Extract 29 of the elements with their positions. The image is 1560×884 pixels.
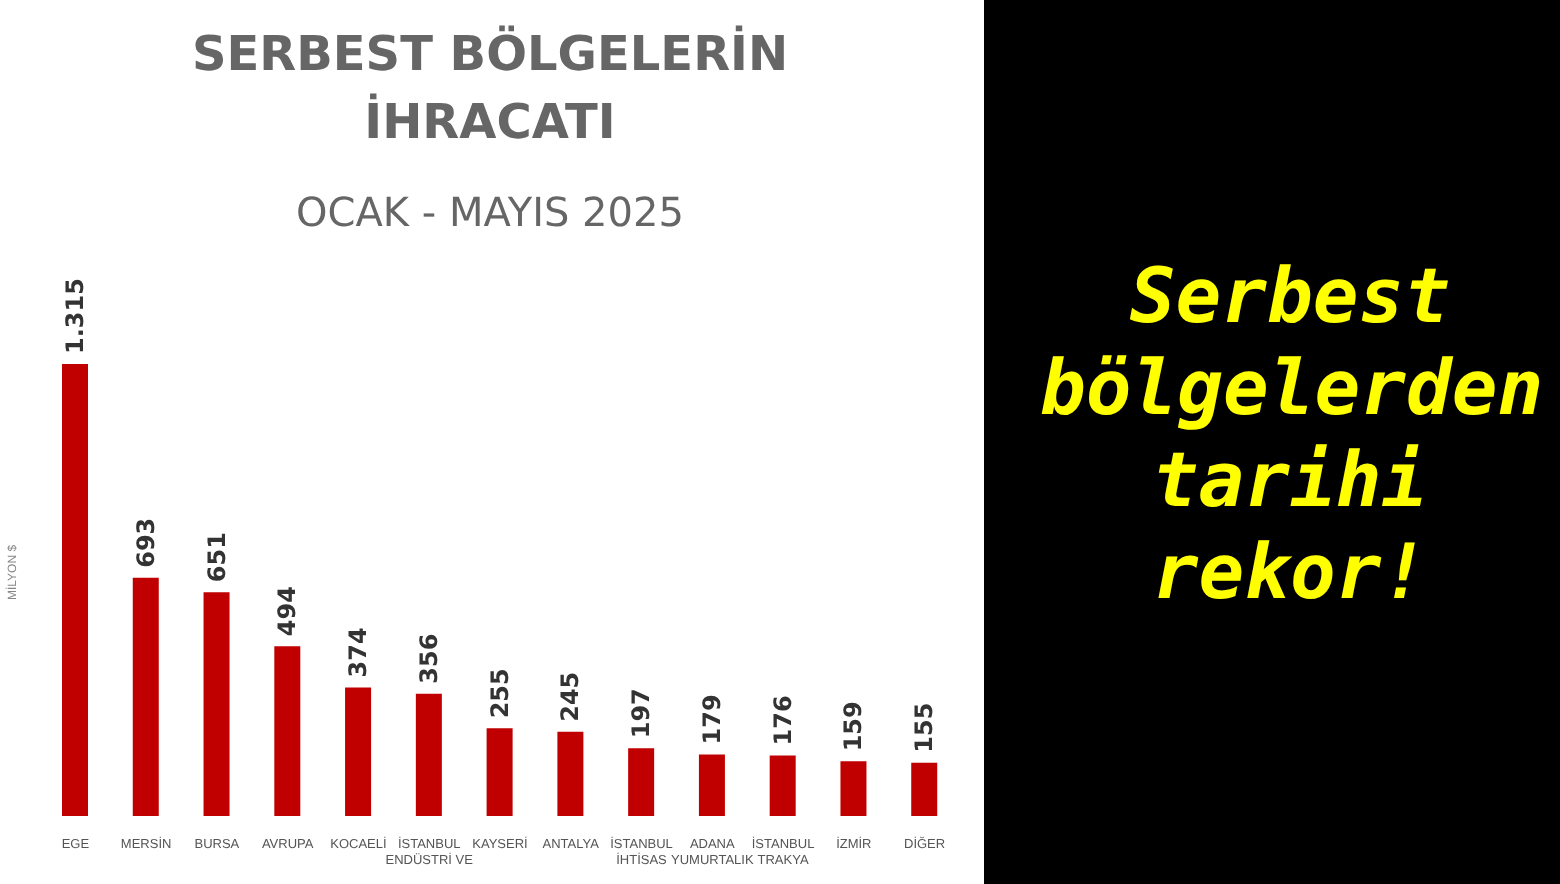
bar (698, 754, 725, 816)
data-label: 255 (485, 668, 514, 719)
bar (557, 731, 584, 816)
bar (486, 728, 513, 816)
bar (203, 592, 230, 816)
bar (62, 364, 88, 816)
bar (769, 755, 796, 816)
chart-title: SERBEST BÖLGELERİN İHRACATI (189, 23, 791, 154)
bar (274, 646, 301, 816)
data-label: 179 (697, 694, 726, 745)
bar (415, 693, 442, 816)
data-label: 197 (627, 688, 656, 739)
data-label: 159 (839, 701, 868, 752)
bar (132, 577, 159, 816)
bar (628, 748, 655, 816)
data-label: 494 (273, 586, 302, 637)
bar (911, 762, 938, 816)
data-label: 155 (910, 702, 939, 753)
data-label: 693 (131, 517, 160, 568)
chart-subtitle: OCAK - MAYIS 2025 (294, 188, 686, 236)
bar (345, 687, 372, 816)
data-label: 374 (344, 627, 373, 678)
data-label: 1.315 (61, 278, 89, 354)
data-label: 245 (556, 671, 585, 722)
data-label: 176 (768, 695, 797, 746)
data-label: 651 (202, 532, 231, 583)
data-label: 356 (414, 633, 443, 684)
text: Serbest bölgelerden tarihi rekor! (1040, 250, 1544, 618)
bar (840, 761, 867, 816)
